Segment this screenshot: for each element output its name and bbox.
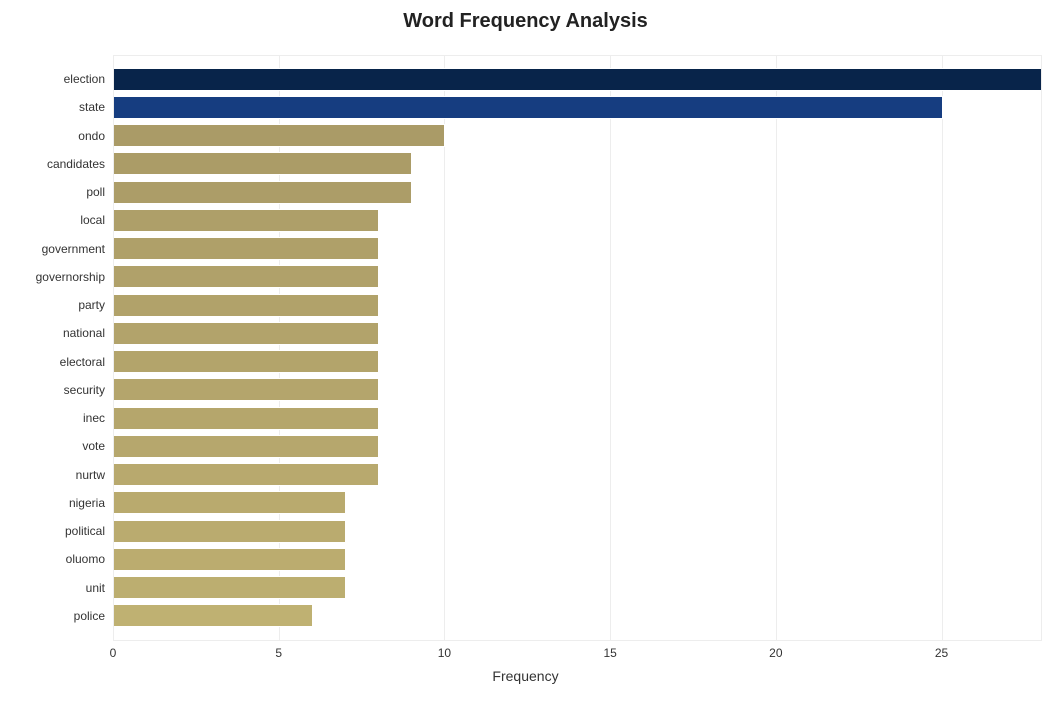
bar-party (113, 295, 378, 316)
bar-national (113, 323, 378, 344)
bar-inec (113, 408, 378, 429)
bar-governorship (113, 266, 378, 287)
bar-police (113, 605, 312, 626)
bar-nigeria (113, 492, 345, 513)
y-tick-label: oluomo (0, 552, 105, 566)
x-tick-label: 0 (110, 646, 117, 660)
plot-area (113, 55, 1041, 640)
y-tick-label: vote (0, 439, 105, 453)
y-tick-label: election (0, 72, 105, 86)
gridline (444, 55, 445, 640)
bar-government (113, 238, 378, 259)
bar-candidates (113, 153, 411, 174)
y-tick-label: candidates (0, 157, 105, 171)
chart-title: Word Frequency Analysis (0, 10, 1051, 33)
y-tick-label: political (0, 524, 105, 538)
y-tick-label: nigeria (0, 496, 105, 510)
y-tick-label: security (0, 383, 105, 397)
gridline (776, 55, 777, 640)
x-tick-label: 20 (769, 646, 782, 660)
gridline (942, 55, 943, 640)
y-tick-label: ondo (0, 129, 105, 143)
y-tick-label: unit (0, 581, 105, 595)
bar-security (113, 379, 378, 400)
y-tick-label: state (0, 100, 105, 114)
bar-poll (113, 182, 411, 203)
bar-electoral (113, 351, 378, 372)
gridline (610, 55, 611, 640)
y-tick-label: national (0, 326, 105, 340)
y-tick-label: governorship (0, 270, 105, 284)
bar-state (113, 97, 942, 118)
x-tick-label: 15 (603, 646, 616, 660)
y-tick-label: electoral (0, 355, 105, 369)
y-tick-label: nurtw (0, 468, 105, 482)
x-tick-label: 25 (935, 646, 948, 660)
chart-container: Word Frequency Analysis Frequency 0 5 10 15… (0, 0, 1051, 701)
y-tick-label: party (0, 298, 105, 312)
x-tick-label: 10 (438, 646, 451, 660)
x-axis-label: Frequency (0, 668, 1051, 684)
bar-vote (113, 436, 378, 457)
y-tick-label: poll (0, 185, 105, 199)
y-tick-label: police (0, 609, 105, 623)
bar-ondo (113, 125, 444, 146)
y-tick-label: local (0, 213, 105, 227)
bar-oluomo (113, 549, 345, 570)
bar-unit (113, 577, 345, 598)
bar-nurtw (113, 464, 378, 485)
bar-local (113, 210, 378, 231)
bar-election (113, 69, 1041, 90)
y-tick-label: inec (0, 411, 105, 425)
bar-political (113, 521, 345, 542)
y-tick-label: government (0, 242, 105, 256)
x-tick-label: 5 (275, 646, 282, 660)
